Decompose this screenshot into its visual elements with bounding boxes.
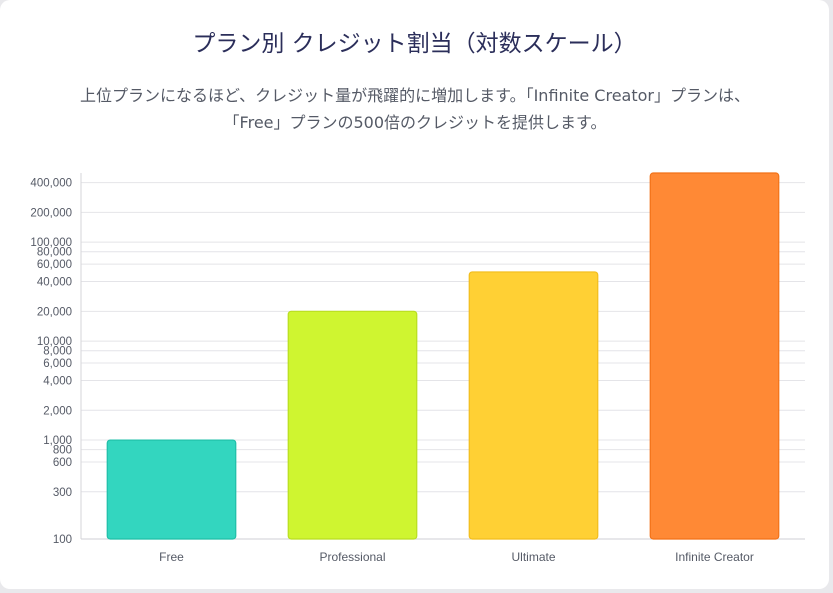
subtitle-line-1: 上位プランになるほど、クレジット量が飛躍的に増加します。「Infinite Cr… bbox=[79, 86, 750, 105]
y-tick-label: 2,000 bbox=[43, 405, 72, 417]
y-tick-label: 100 bbox=[53, 534, 72, 546]
x-tick-label: Free bbox=[159, 550, 184, 564]
x-tick-label: Infinite Creator bbox=[675, 550, 754, 564]
y-tick-label: 10,000 bbox=[37, 336, 72, 348]
y-tick-label: 800 bbox=[53, 445, 72, 457]
y-tick-label: 40,000 bbox=[37, 277, 72, 289]
x-tick-label: Ultimate bbox=[511, 550, 555, 564]
bar-free bbox=[106, 439, 237, 540]
y-tick-label: 300 bbox=[53, 487, 72, 499]
bar-professional bbox=[287, 310, 418, 540]
y-tick-label: 6,000 bbox=[43, 358, 72, 370]
chart-subtitle: 上位プランになるほど、クレジット量が飛躍的に増加します。「Infinite Cr… bbox=[30, 82, 800, 136]
y-tick-label: 1,000 bbox=[43, 435, 72, 447]
chart-title: プラン別 クレジット割当（対数スケール） bbox=[192, 31, 637, 57]
y-tick-label: 4,000 bbox=[43, 375, 72, 387]
y-tick-label: 80,000 bbox=[37, 247, 72, 259]
bar-infinite-creator bbox=[649, 172, 780, 540]
y-tick-label: 400,000 bbox=[30, 178, 72, 190]
y-tick-label: 20,000 bbox=[37, 306, 72, 318]
y-tick-label: 100,000 bbox=[30, 237, 72, 249]
y-tick-label: 200,000 bbox=[30, 207, 72, 219]
y-tick-label: 8,000 bbox=[43, 346, 72, 358]
bar-ultimate bbox=[468, 271, 599, 540]
x-tick-label: Professional bbox=[319, 550, 385, 564]
y-tick-label: 600 bbox=[53, 457, 72, 469]
subtitle-line-2: 「Free」プランの500倍のクレジットを提供します。 bbox=[223, 113, 607, 132]
y-tick-label: 60,000 bbox=[37, 259, 72, 271]
